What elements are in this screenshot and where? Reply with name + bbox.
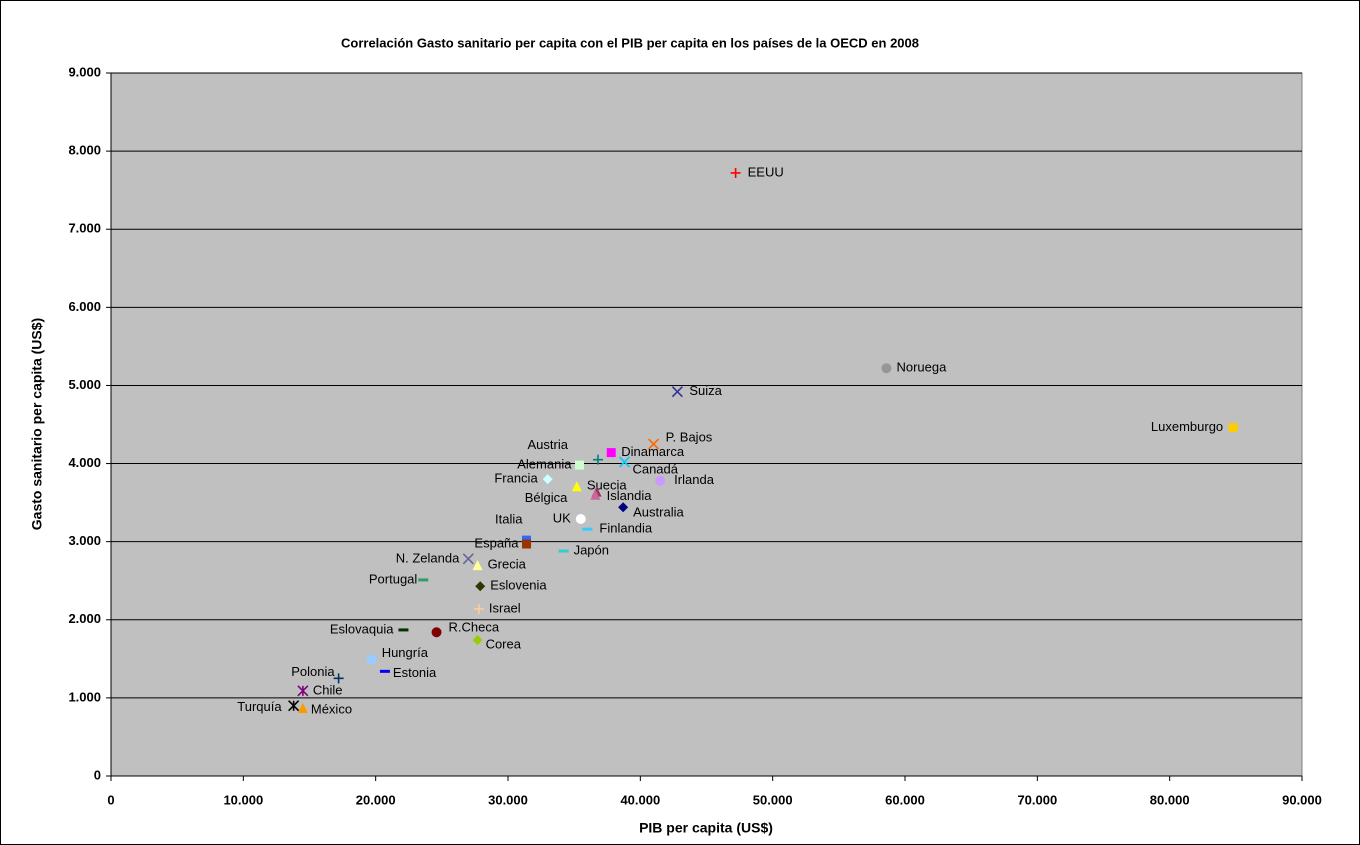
point-label: España — [474, 535, 519, 550]
point-label: UK — [553, 510, 571, 525]
point-label: Noruega — [896, 360, 947, 375]
point-label: Irlanda — [674, 472, 715, 487]
point — [522, 539, 532, 549]
y-tick-label: 3.000 — [68, 533, 101, 548]
x-tick-label: 70.000 — [1017, 792, 1057, 807]
point-label: Chile — [313, 682, 343, 697]
point-label: Islandia — [607, 488, 653, 503]
point — [1228, 423, 1238, 433]
x-tick-label: 50.000 — [753, 792, 793, 807]
x-tick-label: 40.000 — [620, 792, 660, 807]
point-label: México — [311, 701, 352, 716]
point-label: Dinamarca — [621, 444, 685, 459]
point — [730, 167, 741, 178]
point — [472, 635, 483, 646]
point-label: Suiza — [689, 383, 722, 398]
point-label: Polonia — [291, 664, 335, 679]
point-label: Estonia — [393, 665, 437, 680]
y-tick-label: 6.000 — [68, 299, 101, 314]
y-tick-label: 8.000 — [68, 143, 101, 158]
chart-title: Correlación Gasto sanitario per capita c… — [341, 35, 919, 50]
point-label: Bélgica — [525, 490, 568, 505]
y-tick-label: 7.000 — [68, 221, 101, 236]
point — [462, 553, 474, 565]
point — [473, 603, 484, 614]
point-label: Canadá — [632, 461, 678, 476]
point-label: Hungría — [382, 645, 429, 660]
point-label: Corea — [486, 637, 522, 652]
point-label: Grecia — [488, 557, 527, 572]
point-label: Eslovenia — [490, 578, 547, 593]
point-label: Japón — [574, 542, 609, 557]
point — [288, 700, 300, 712]
point-label: Eslovaquia — [330, 621, 394, 636]
point-label: Australia — [633, 505, 684, 520]
x-tick-label: 10.000 — [223, 792, 263, 807]
point — [590, 489, 601, 500]
x-axis-title: PIB per capita (US$) — [639, 820, 773, 836]
point — [671, 386, 683, 398]
point — [367, 655, 377, 665]
point — [618, 502, 629, 513]
y-tick-label: 1.000 — [68, 689, 101, 704]
point — [472, 560, 483, 571]
point — [881, 363, 892, 374]
point-label: EEUU — [748, 164, 784, 179]
point-label: Finlandia — [599, 521, 653, 536]
point — [333, 673, 344, 684]
plot-area — [110, 72, 1303, 777]
x-tick-label: 0 — [107, 792, 114, 807]
point — [475, 581, 486, 592]
point-label: Austria — [528, 437, 569, 452]
point-label: Portugal — [369, 571, 418, 586]
x-tick-label: 60.000 — [885, 792, 925, 807]
point — [592, 454, 603, 465]
x-tick-label: 20.000 — [356, 792, 396, 807]
point — [648, 438, 660, 450]
y-tick-label: 5.000 — [68, 377, 101, 392]
point-label: Francia — [494, 471, 538, 486]
point — [655, 475, 666, 486]
point — [571, 481, 582, 492]
point — [431, 627, 442, 638]
y-tick-label: 0 — [94, 767, 101, 782]
point — [297, 685, 309, 697]
point-label: Israel — [489, 600, 521, 615]
point-label: Turquía — [237, 699, 282, 714]
x-tick-label: 80.000 — [1150, 792, 1190, 807]
y-axis-title: Gasto sanitario per capita (US$) — [29, 318, 45, 530]
point — [618, 456, 631, 468]
y-tick-label: 9.000 — [68, 64, 101, 79]
point — [606, 448, 616, 458]
x-tick-label: 90.000 — [1282, 792, 1322, 807]
point-label: R.Checa — [449, 620, 500, 635]
point-label: N. Zelanda — [396, 550, 460, 565]
point — [574, 460, 584, 470]
point — [542, 474, 553, 485]
point — [297, 703, 308, 714]
y-tick-label: 4.000 — [68, 455, 101, 470]
y-tick-label: 2.000 — [68, 611, 101, 626]
point — [575, 514, 586, 525]
x-tick-label: 30.000 — [488, 792, 528, 807]
point-label: P. Bajos — [666, 429, 713, 444]
point-label: Luxemburgo — [1151, 419, 1223, 434]
point-label: Alemania — [517, 457, 572, 472]
point-label: Italia — [495, 512, 523, 527]
